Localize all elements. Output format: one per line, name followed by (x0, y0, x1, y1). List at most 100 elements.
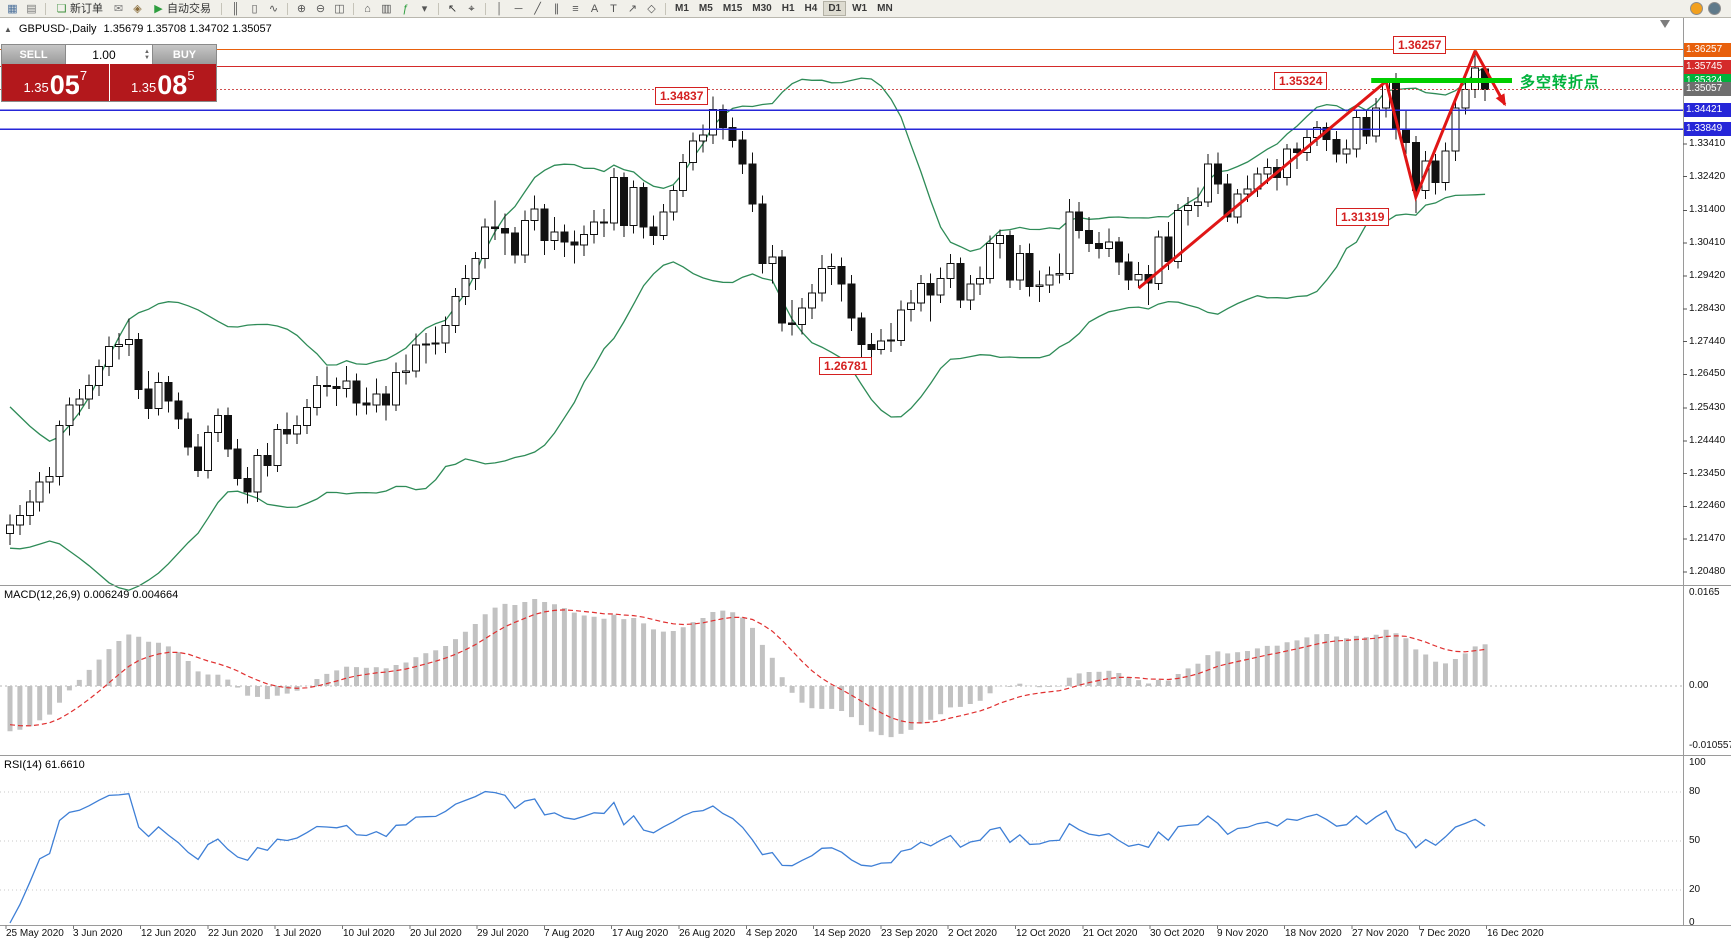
time-axis-label: 7 Dec 2020 (1419, 928, 1471, 939)
notifications-status-icon[interactable] (1690, 2, 1703, 15)
trendline-icon[interactable]: ╱ (529, 1, 546, 17)
time-axis-label: 18 Nov 2020 (1285, 928, 1342, 939)
macd-axis-label: 0.00 (1689, 680, 1709, 691)
zoom-in-icon[interactable]: ⊕ (293, 1, 310, 17)
price-axis-tick: 1.25430 (1689, 402, 1726, 413)
line-chart-icon: ∿ (268, 2, 279, 15)
zoom-out-icon[interactable]: ⊖ (312, 1, 329, 17)
profiles-icon[interactable]: ▤ (23, 1, 40, 17)
price-callout[interactable]: 1.26781 (819, 357, 873, 375)
timeframe-m5[interactable]: M5 (698, 3, 713, 14)
one-click-collapse-icon[interactable]: ▲ (4, 24, 12, 34)
timeframe-h4[interactable]: H4 (804, 3, 818, 14)
time-axis-label: 12 Oct 2020 (1016, 928, 1071, 939)
price-axis-tick: 1.27440 (1689, 336, 1726, 347)
vertical-line-icon: │ (496, 2, 503, 15)
chart-header: ▲ GBPUSD-,Daily 1.35679 1.35708 1.34702 … (4, 23, 272, 35)
toolbar-separator (353, 2, 354, 15)
price-callout[interactable]: 1.35324 (1274, 72, 1328, 90)
time-axis-label: 17 Aug 2020 (612, 928, 669, 939)
time-axis[interactable]: 25 May 2020 3 Jun 2020 12 Jun 2020 22 Jun 2… (0, 926, 1683, 941)
crosshair-icon[interactable]: ⌖ (463, 1, 480, 17)
price-callout[interactable]: 1.36257 (1393, 36, 1447, 54)
arrows-icon[interactable]: ↗ (624, 1, 641, 17)
navigator-icon[interactable]: ⌂ (359, 1, 376, 17)
time-axis-label: 29 Jul 2020 (477, 928, 529, 939)
text-label-icon: T (610, 2, 617, 15)
news-icon[interactable]: ◈ (129, 1, 146, 17)
bar-chart-icon[interactable]: ║ (227, 1, 244, 17)
line-chart-icon[interactable]: ∿ (265, 1, 282, 17)
channel-icon: ∥ (553, 2, 560, 15)
zoom-in-icon: ⊕ (296, 2, 307, 15)
shapes-icon[interactable]: ◇ (643, 1, 660, 17)
timeframe-m1[interactable]: M1 (675, 3, 689, 14)
timeframe-mn[interactable]: MN (877, 3, 893, 14)
text-icon[interactable]: A (586, 1, 603, 17)
mail-icon[interactable]: ✉ (110, 1, 127, 17)
shapes-icon: ◇ (647, 2, 656, 15)
sell-price-prefix: 1.35 (23, 80, 49, 95)
timeframe-w1[interactable]: W1 (852, 3, 868, 14)
horizontal-line-icon[interactable]: ─ (510, 1, 527, 17)
volume-input[interactable] (66, 45, 142, 64)
autotrading-button[interactable]: ▶ 自动交易 (148, 1, 216, 17)
price-axis-tick: 1.33410 (1689, 138, 1726, 149)
volume-down-button[interactable]: ▼ (144, 54, 150, 61)
price-axis-badge: 1.33849 (1684, 122, 1731, 136)
sell-button[interactable]: SELL (2, 45, 66, 64)
cursor-icon[interactable]: ↖ (444, 1, 461, 17)
rsi-axis-label: 0 (1689, 917, 1695, 928)
navigator-icon: ⌂ (364, 2, 371, 15)
time-axis-label: 27 Nov 2020 (1352, 928, 1409, 939)
price-callout[interactable]: 1.31319 (1336, 208, 1390, 226)
toolbar-separator (45, 2, 46, 15)
price-axis-badge: 1.36257 (1684, 43, 1731, 57)
new-order-icon: ❏ (56, 2, 67, 15)
vertical-line-icon[interactable]: │ (491, 1, 508, 17)
text-label-icon[interactable]: T (605, 1, 622, 17)
timeframe-m30[interactable]: M30 (752, 3, 772, 14)
buy-price-big: 08 (157, 70, 188, 101)
volume-field: ▲ ▼ (66, 45, 152, 64)
turning-point-label[interactable]: 多空转折点 (1520, 74, 1601, 91)
timeframe-d1[interactable]: D1 (823, 1, 847, 16)
terminal-icon[interactable]: ▥ (378, 1, 395, 17)
indicators-dropdown-icon[interactable]: ▾ (416, 1, 433, 17)
price-axis-tick: 1.26450 (1689, 368, 1726, 379)
sell-price[interactable]: 1.35 05 7 (2, 64, 109, 101)
channel-icon[interactable]: ∥ (548, 1, 565, 17)
buy-price-prefix: 1.35 (130, 80, 157, 95)
timeframe-h1[interactable]: H1 (781, 3, 795, 14)
rsi-axis-label: 20 (1689, 884, 1701, 895)
candlestick-chart-icon[interactable]: ▯ (246, 1, 263, 17)
price-axis-tick: 1.29420 (1689, 270, 1726, 281)
toolbar: ▦ ▤ ❏ 新订单 ✉ ◈ ▶ 自动交易 ║ ▯ ∿ ⊕ ⊖ ◫ ⌂ ▥ ƒ ▾ ↖ ⌖ │ ─ ╱ ∥ ≡ A T ↗ ◇ M1 M5 M1… (0, 0, 1731, 18)
price-callout[interactable]: 1.34837 (655, 87, 709, 105)
connection-status-icon[interactable] (1708, 2, 1721, 15)
sell-price-big: 05 (49, 70, 80, 101)
price-axis-badge: 1.35745 (1684, 60, 1731, 74)
indicators-dropdown-icon: ▾ (421, 2, 428, 15)
tile-windows-icon[interactable]: ◫ (331, 1, 348, 17)
new-order-button[interactable]: ❏ 新订单 (51, 1, 108, 17)
profiles-icon: ▤ (26, 2, 37, 15)
price-axis-tick: 1.24440 (1689, 435, 1726, 446)
news-icon: ◈ (133, 2, 142, 15)
horizontal-line-icon: ─ (514, 2, 523, 15)
price-axis-tick: 1.31400 (1689, 204, 1726, 215)
buy-button[interactable]: BUY (152, 45, 216, 64)
indicators-icon: ƒ (402, 2, 409, 15)
indicators-icon[interactable]: ƒ (397, 1, 414, 17)
price-axis[interactable]: 1.33410 1.32420 1.31400 1.30410 1.29420 1.284… (1683, 0, 1731, 941)
fibonacci-icon[interactable]: ≡ (567, 1, 584, 17)
new-chart-icon[interactable]: ▦ (4, 1, 21, 17)
time-axis-label: 3 Jun 2020 (73, 928, 123, 939)
timeframe-m15[interactable]: M15 (722, 3, 743, 14)
volume-up-button[interactable]: ▲ (144, 48, 150, 55)
buy-price[interactable]: 1.35 08 5 (109, 64, 216, 101)
crosshair-icon: ⌖ (468, 2, 475, 15)
candlestick-chart-icon: ▯ (251, 2, 258, 15)
price-axis-tick: 1.21470 (1689, 533, 1726, 544)
